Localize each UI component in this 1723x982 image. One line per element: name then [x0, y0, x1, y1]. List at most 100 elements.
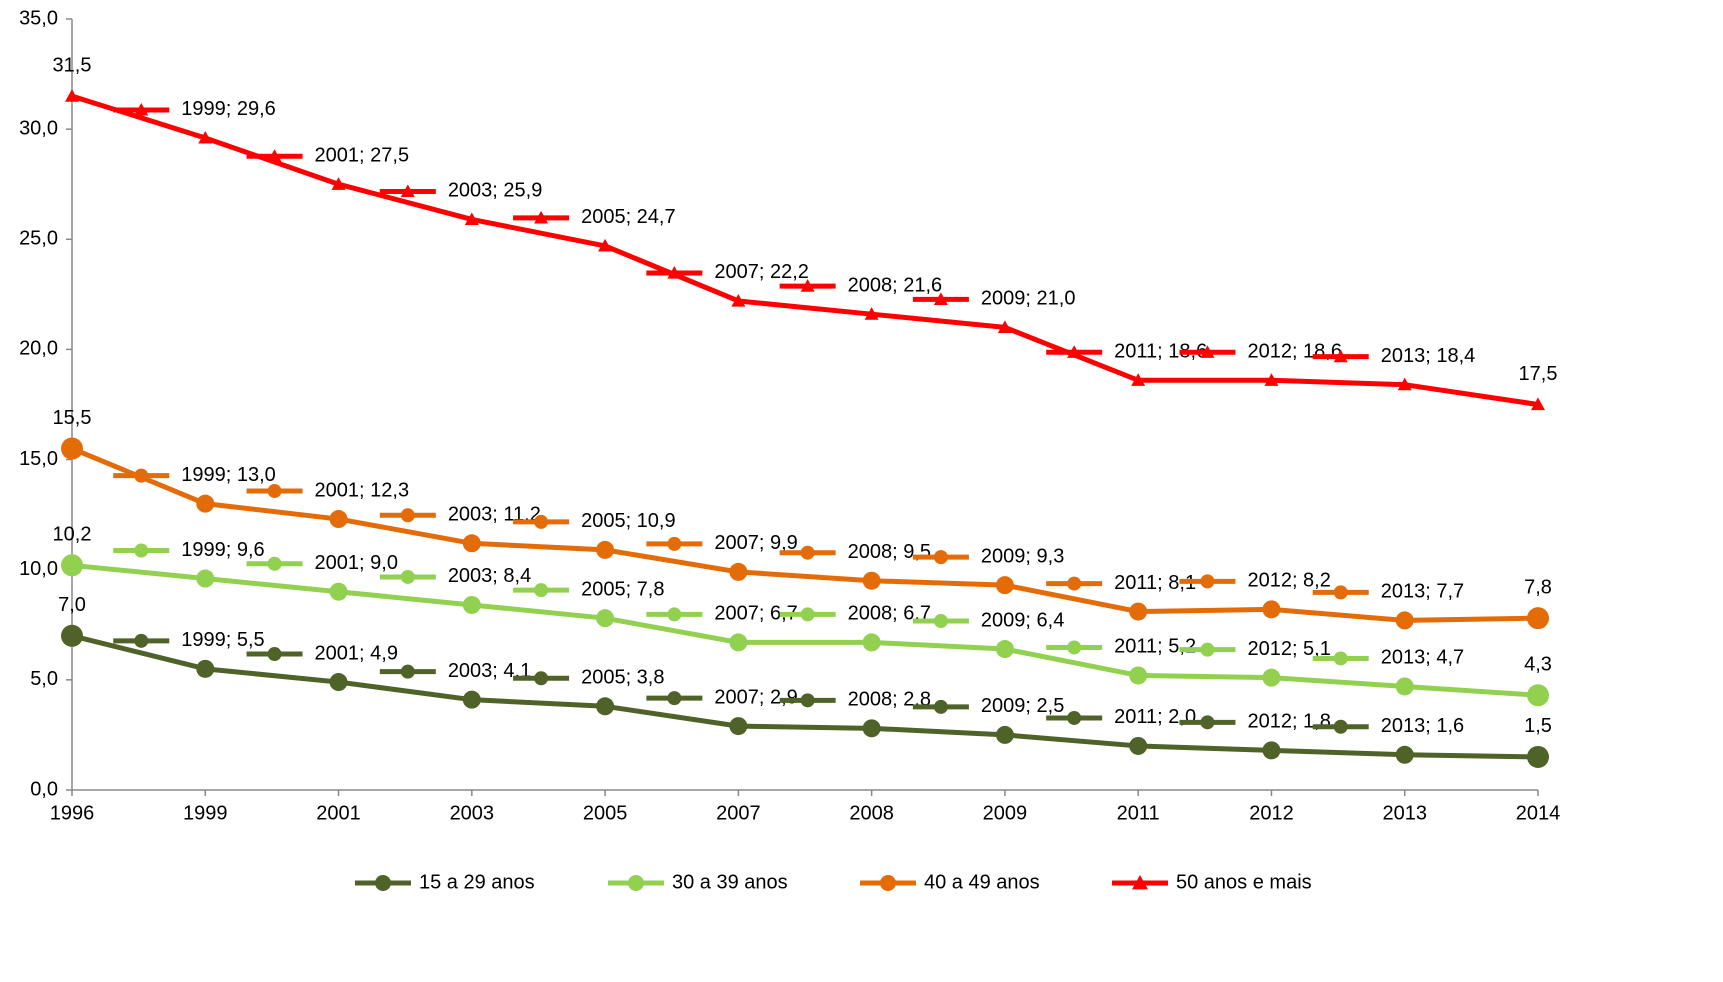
data-label: 2008; 21,6 — [848, 274, 943, 296]
data-label-key-marker — [800, 693, 815, 708]
data-point — [462, 534, 481, 553]
data-point — [729, 633, 748, 652]
data-label-key-marker — [1333, 719, 1348, 734]
x-tick-label: 2008 — [849, 802, 894, 824]
data-label: 2001; 9,0 — [315, 552, 398, 574]
x-tick-label: 2003 — [450, 802, 495, 824]
data-label-key-marker — [1067, 710, 1082, 725]
data-label-key-marker — [1333, 585, 1348, 600]
data-point — [862, 571, 881, 590]
data-point — [462, 690, 481, 709]
data-point — [997, 320, 1012, 333]
data-label: 7,0 — [58, 594, 86, 616]
data-label: 2011; 18,6 — [1114, 341, 1207, 363]
data-label: 2011; 5,2 — [1114, 636, 1196, 658]
data-label: 2013; 7,7 — [1381, 581, 1464, 603]
data-point — [196, 494, 215, 513]
data-label-key-marker — [667, 607, 682, 622]
data-point — [1527, 745, 1549, 768]
y-tick-label: 5,0 — [30, 668, 58, 690]
data-label: 2005; 7,8 — [581, 578, 664, 600]
series-line — [71, 93, 1539, 407]
data-point — [995, 576, 1014, 595]
data-point — [864, 307, 879, 320]
data-point — [596, 697, 615, 716]
x-tick-label: 2012 — [1249, 802, 1294, 824]
data-point — [329, 673, 348, 692]
data-label: 15,5 — [53, 407, 92, 429]
y-tick-label: 35,0 — [19, 7, 58, 29]
data-label: 2003; 8,4 — [448, 565, 531, 587]
data-label-key-marker — [1333, 349, 1348, 363]
y-tick-label: 10,0 — [19, 558, 58, 580]
data-point — [1129, 666, 1148, 685]
data-point — [198, 130, 213, 144]
data-point — [1129, 736, 1148, 755]
data-label-key-marker — [933, 550, 948, 565]
data-label-key-marker — [267, 556, 282, 571]
data-label-key-marker — [1067, 576, 1082, 591]
data-label-key-marker — [267, 647, 282, 662]
data-point — [1395, 745, 1414, 764]
data-point — [729, 717, 748, 736]
data-label: 2012; 1,8 — [1247, 711, 1330, 733]
data-label-key-marker — [933, 614, 948, 629]
data-point — [1264, 373, 1279, 386]
data-label-key-marker — [400, 508, 415, 523]
data-label-key-marker — [1200, 574, 1215, 589]
data-point — [196, 659, 215, 678]
data-label: 2009; 6,4 — [981, 609, 1064, 631]
data-label: 2009; 9,3 — [981, 545, 1064, 567]
data-point — [729, 562, 748, 581]
data-label: 10,2 — [53, 524, 92, 546]
data-point — [329, 510, 348, 529]
data-label: 2012; 8,2 — [1247, 570, 1330, 592]
x-tick-label: 2009 — [983, 802, 1028, 824]
data-label: 2005; 3,8 — [581, 667, 664, 689]
data-label: 2003; 25,9 — [448, 180, 543, 202]
series-line — [71, 562, 1539, 698]
data-point — [1397, 377, 1412, 391]
x-tick-label: 1996 — [50, 802, 95, 824]
data-label-key-marker — [267, 149, 282, 162]
data-label: 2001; 12,3 — [315, 479, 410, 501]
data-point — [61, 554, 83, 577]
data-label: 2011; 8,1 — [1114, 572, 1196, 594]
series-line — [71, 633, 1539, 760]
data-point — [596, 609, 615, 628]
data-label: 2013; 1,6 — [1381, 715, 1464, 737]
series-line — [71, 446, 1539, 623]
data-point — [1527, 607, 1549, 630]
legend-marker — [375, 875, 391, 891]
data-label: 2012; 18,6 — [1247, 341, 1342, 363]
data-point — [862, 719, 881, 738]
data-label: 1999; 9,6 — [181, 539, 264, 561]
data-label-key-marker — [534, 583, 549, 598]
data-label: 1999; 5,5 — [181, 629, 264, 651]
data-label: 2011; 2,0 — [1114, 706, 1196, 728]
data-label: 2009; 21,0 — [981, 288, 1076, 310]
legend-label: 15 a 29 anos — [419, 871, 535, 893]
data-point — [1262, 741, 1281, 760]
legend-marker — [628, 875, 644, 891]
data-label-key-marker — [134, 468, 149, 483]
data-label-key-marker — [134, 543, 149, 558]
data-point — [1262, 668, 1281, 687]
data-label: 2008; 6,7 — [848, 603, 931, 625]
data-label-key-marker — [800, 279, 815, 292]
data-point — [1129, 602, 1148, 621]
data-label-key-marker — [267, 484, 282, 499]
data-label-key-marker — [800, 545, 815, 560]
data-label-key-marker — [400, 184, 415, 198]
data-point — [1395, 677, 1414, 696]
data-label: 2007; 9,9 — [714, 532, 797, 554]
data-label: 2007; 22,2 — [714, 261, 809, 283]
data-label: 2013; 18,4 — [1381, 345, 1476, 367]
legend-label: 30 a 39 anos — [672, 871, 788, 893]
x-tick-label: 2014 — [1516, 802, 1561, 824]
data-label: 7,8 — [1524, 576, 1552, 598]
data-point — [61, 437, 83, 460]
data-label: 2005; 24,7 — [581, 206, 676, 228]
data-label-key-marker — [534, 210, 549, 224]
